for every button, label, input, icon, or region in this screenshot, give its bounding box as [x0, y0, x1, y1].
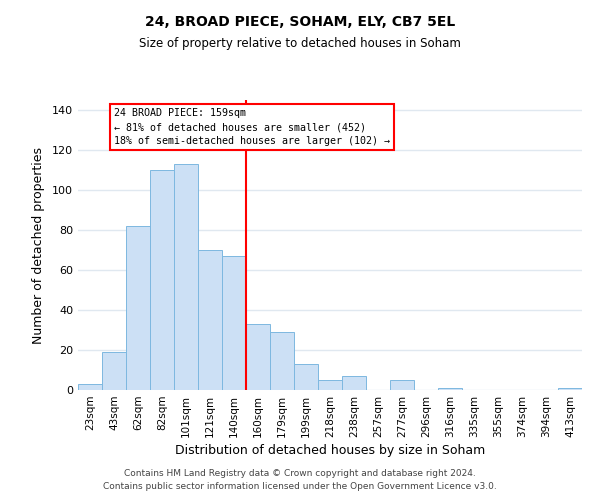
Bar — [102, 352, 126, 390]
Bar — [558, 388, 582, 390]
Bar — [126, 226, 150, 390]
Bar — [78, 384, 102, 390]
Bar — [438, 388, 462, 390]
Bar — [342, 376, 366, 390]
Bar — [318, 380, 342, 390]
Bar — [222, 256, 246, 390]
X-axis label: Distribution of detached houses by size in Soham: Distribution of detached houses by size … — [175, 444, 485, 457]
Text: Size of property relative to detached houses in Soham: Size of property relative to detached ho… — [139, 38, 461, 51]
Text: 24 BROAD PIECE: 159sqm
← 81% of detached houses are smaller (452)
18% of semi-de: 24 BROAD PIECE: 159sqm ← 81% of detached… — [114, 108, 390, 146]
Text: 24, BROAD PIECE, SOHAM, ELY, CB7 5EL: 24, BROAD PIECE, SOHAM, ELY, CB7 5EL — [145, 15, 455, 29]
Bar — [150, 170, 174, 390]
Bar — [294, 364, 318, 390]
Bar — [270, 332, 294, 390]
Bar — [390, 380, 414, 390]
Bar — [198, 250, 222, 390]
Bar — [246, 324, 270, 390]
Y-axis label: Number of detached properties: Number of detached properties — [32, 146, 45, 344]
Text: Contains public sector information licensed under the Open Government Licence v3: Contains public sector information licen… — [103, 482, 497, 491]
Bar — [174, 164, 198, 390]
Text: Contains HM Land Registry data © Crown copyright and database right 2024.: Contains HM Land Registry data © Crown c… — [124, 468, 476, 477]
